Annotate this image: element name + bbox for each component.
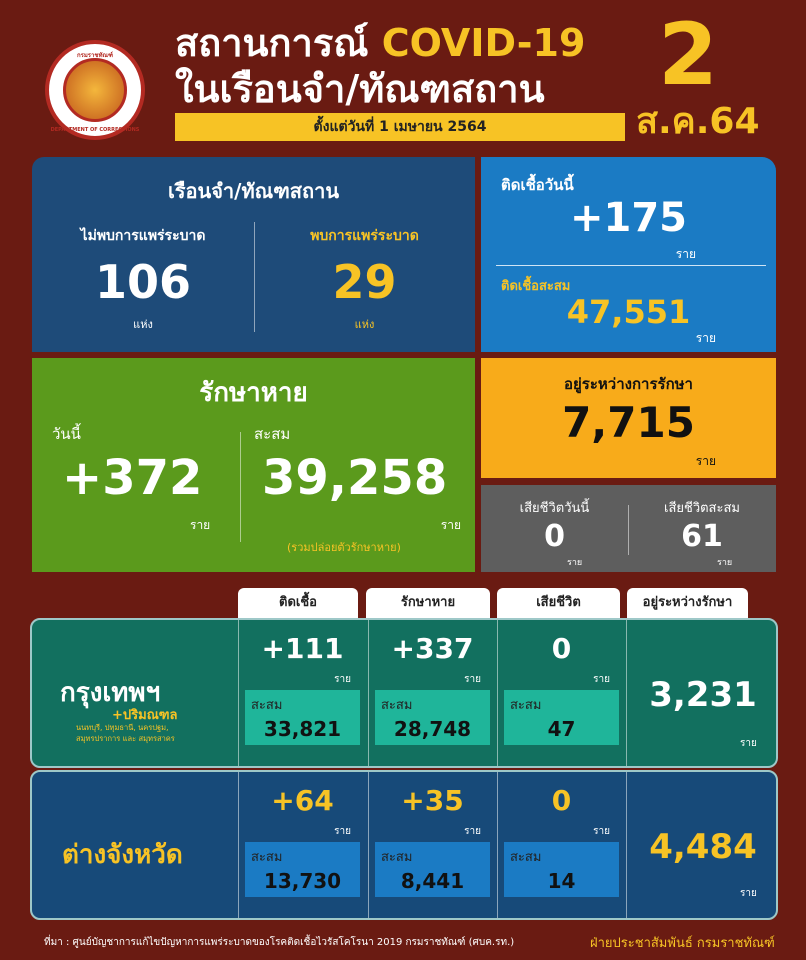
date-day: 2 <box>658 5 718 105</box>
deaths-panel: เสียชีวิตวันนี้ 0 ราย เสียชีวิตสะสม 61 ร… <box>481 485 776 572</box>
cumulative-label: สะสม <box>251 850 283 865</box>
recovered-panel: รักษาหาย วันนี้ +372 ราย สะสม 39,258 ราย… <box>32 358 475 572</box>
today-value: +337 <box>391 632 474 665</box>
recovered-title: รักษาหาย <box>199 378 308 408</box>
infected-panel: ติดเชื้อวันนี้ +175 ราย ติดเชื้อสะสม 47,… <box>481 157 776 352</box>
deaths-total-unit: ราย <box>717 558 733 568</box>
provinces-row: ต่างจังหวัด +64 ราย สะสม 13,730 +35 ราย ส… <box>30 770 778 920</box>
deaths-total-label: เสียชีวิตสะสม <box>664 501 740 516</box>
unit: ราย <box>334 674 351 685</box>
title-line1: สถานการณ์ COVID-19 <box>175 21 586 65</box>
recovered-total-unit: ราย <box>440 518 461 532</box>
cumulative-value: 47 <box>547 717 576 741</box>
unit: ราย <box>334 826 351 837</box>
bangkok-deaths-cell: 0 ราย สะสม 47 <box>499 620 624 766</box>
provinces-recovered-cell: +35 ราย สะสม 8,441 <box>370 772 495 918</box>
today-value: 0 <box>551 632 572 665</box>
no-outbreak-unit: แห่ง <box>133 318 153 331</box>
bangkok-name: กรุงเทพฯ <box>60 678 161 708</box>
bangkok-infected-cell: +111 ราย สะสม 33,821 <box>240 620 365 766</box>
treating-value: 7,715 <box>562 398 695 447</box>
bangkok-row: กรุงเทพฯ +ปริมณฑล นนทบุรี, ปทุมธานี, นคร… <box>30 618 778 768</box>
treating-label: อยู่ระหว่างการรักษา <box>564 375 693 393</box>
header-recovered: รักษาหาย <box>366 588 490 618</box>
treating-unit: ราย <box>695 454 716 468</box>
recovered-total-label: สะสม <box>254 425 291 443</box>
header-deaths: เสียชีวิต <box>497 588 620 618</box>
logo-emblem <box>63 58 127 122</box>
unit: ราย <box>464 826 481 837</box>
unit: ราย <box>593 826 610 837</box>
header-treating: อยู่ระหว่างรักษา <box>627 588 748 618</box>
infected-total-label: ติดเชื้อสะสม <box>501 279 571 294</box>
logo-top-text: กรมราชทัณฑ์ <box>77 52 113 59</box>
today-value: +35 <box>401 784 464 817</box>
cumulative-label: สะสม <box>381 698 413 713</box>
provinces-treating-value: 4,484 <box>649 827 757 867</box>
since-date-bar: ตั้งแต่วันที่ 1 เมษายน 2564 <box>175 113 625 141</box>
bangkok-provinces-1: นนทบุรี, ปทุมธานี, นครปฐม, <box>76 723 169 732</box>
treating-panel: อยู่ระหว่างการรักษา 7,715 ราย <box>481 358 776 478</box>
logo-bottom-text: DEPARTMENT OF CORRECTIONS <box>50 127 140 133</box>
unit: ราย <box>464 674 481 685</box>
department-logo: กรมราชทัณฑ์ DEPARTMENT OF CORRECTIONS <box>45 40 145 140</box>
cumulative-label: สะสม <box>381 850 413 865</box>
infected-today-label: ติดเชื้อวันนี้ <box>501 176 574 194</box>
provinces-deaths-cell: 0 ราย สะสม 14 <box>499 772 624 918</box>
cumulative-value: 28,748 <box>393 717 472 741</box>
recovered-total-value: 39,258 <box>262 450 448 506</box>
cumulative-value: 13,730 <box>263 869 342 893</box>
bangkok-treating-value: 3,231 <box>649 675 757 715</box>
cumulative-value: 14 <box>547 869 576 893</box>
cumulative-value: 8,441 <box>400 869 465 893</box>
bangkok-treating-unit: ราย <box>740 738 757 749</box>
deaths-today-label: เสียชีวิตวันนี้ <box>519 501 590 516</box>
recovered-today-label: วันนี้ <box>52 425 81 443</box>
provinces-treating-unit: ราย <box>740 888 757 899</box>
bangkok-provinces-2: สมุทรปราการ และ สมุทรสาคร <box>76 734 175 743</box>
unit: ราย <box>593 674 610 685</box>
provinces-name: ต่างจังหวัด <box>62 840 183 870</box>
no-outbreak-label: ไม่พบการแพร่ระบาด <box>80 228 206 244</box>
prisons-panel: เรือนจำ/ทัณฑสถาน ไม่พบการแพร่ระบาด 106 แ… <box>32 157 475 352</box>
footer-credit: ฝ่ายประชาสัมพันธ์ กรมราชทัณฑ์ <box>590 936 775 951</box>
footer-source: ที่มา : ศูนย์บัญชาการแก้ไขปัญหาการแพร่ระ… <box>44 937 515 948</box>
recovered-today-value: +372 <box>62 450 203 506</box>
cumulative-label: สะสม <box>510 850 542 865</box>
today-value: +111 <box>261 632 344 665</box>
cumulative-value: 33,821 <box>263 717 342 741</box>
infected-total-unit: ราย <box>695 331 716 345</box>
date-month-year: ส.ค.64 <box>636 101 760 142</box>
cumulative-label: สะสม <box>510 698 542 713</box>
provinces-infected-cell: +64 ราย สะสม 13,730 <box>240 772 365 918</box>
outbreak-label: พบการแพร่ระบาด <box>310 228 419 244</box>
today-value: +64 <box>271 784 334 817</box>
no-outbreak-value: 106 <box>94 255 192 309</box>
bangkok-sub: +ปริมณฑล <box>112 708 178 723</box>
deaths-today-value: 0 <box>544 519 565 554</box>
infected-total-value: 47,551 <box>566 293 691 331</box>
infected-today-value: +175 <box>569 195 687 241</box>
bangkok-recovered-cell: +337 ราย สะสม 28,748 <box>370 620 495 766</box>
outbreak-unit: แห่ง <box>354 318 375 331</box>
today-value: 0 <box>551 784 572 817</box>
header-infected: ติดเชื้อ <box>238 588 358 618</box>
prisons-title: เรือนจำ/ทัณฑสถาน <box>167 179 340 203</box>
infected-today-unit: ราย <box>675 247 696 261</box>
title-line2: ในเรือนจำ/ทัณฑสถาน <box>175 67 545 111</box>
recovered-today-unit: ราย <box>190 518 211 532</box>
deaths-today-unit: ราย <box>567 558 583 568</box>
recovered-note: (รวมปล่อยตัวรักษาหาย) <box>287 541 401 554</box>
deaths-total-value: 61 <box>681 519 723 554</box>
cumulative-label: สะสม <box>251 698 283 713</box>
outbreak-value: 29 <box>332 255 397 309</box>
